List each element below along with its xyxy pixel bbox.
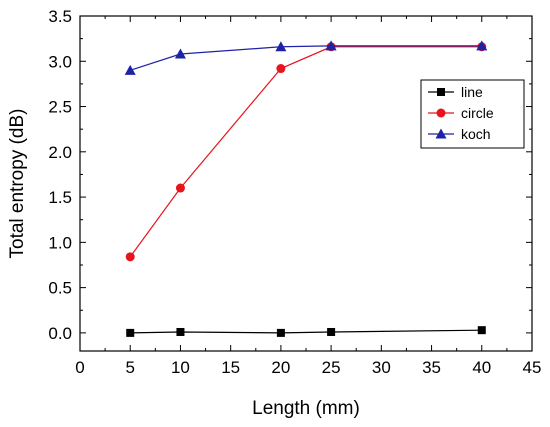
legend-label-line: line <box>461 84 483 100</box>
data-point-koch <box>124 64 136 75</box>
data-point-line <box>126 328 135 337</box>
series-group <box>124 40 488 337</box>
data-point-line <box>176 327 185 336</box>
x-tick-label: 0 <box>75 358 84 377</box>
y-tick-label: 1.0 <box>48 233 72 252</box>
y-tick-label: 0.0 <box>48 324 72 343</box>
data-point-circle <box>276 64 286 74</box>
data-point-koch <box>174 48 186 59</box>
legend-item-koch: koch <box>428 126 491 142</box>
series-circle <box>125 42 487 262</box>
x-tick-label: 45 <box>523 358 542 377</box>
series-koch <box>124 40 488 75</box>
legend-label-koch: koch <box>461 126 491 142</box>
data-point-circle <box>175 183 185 193</box>
axis-group: 0 5 10 15 20 25 30 35 40 45 0.0 0.5 1.0 1.5 2.0 2.5 3.0 3… <box>48 7 541 377</box>
y-tick-label: 2.0 <box>48 143 72 162</box>
legend-item-circle: circle <box>428 105 494 121</box>
x-tick-label: 10 <box>171 358 190 377</box>
x-tick-label: 40 <box>472 358 491 377</box>
legend-item-line: line <box>428 84 483 100</box>
x-tick-label: 5 <box>125 358 134 377</box>
y-tick-label: 3.5 <box>48 7 72 26</box>
legend-marker-circle <box>436 108 446 118</box>
legend-label-circle: circle <box>461 105 494 121</box>
series-line-circle <box>129 46 482 258</box>
plot-frame <box>79 15 533 352</box>
x-tick-label: 25 <box>322 358 341 377</box>
y-axis-title: Total entropy (dB) <box>7 109 28 259</box>
x-tick-label: 35 <box>422 358 441 377</box>
x-axis-title: Length (mm) <box>252 398 360 419</box>
plot-frame-group <box>79 15 533 352</box>
legend-group: line circle koch <box>420 79 525 149</box>
data-point-koch <box>476 40 488 51</box>
legend-marker-koch <box>435 128 447 139</box>
y-tick-label: 0.5 <box>48 279 72 298</box>
y-tick-label: 2.5 <box>48 98 72 117</box>
y-tick-label: 1.5 <box>48 188 72 207</box>
y-tick-label: 3.0 <box>48 52 72 71</box>
data-point-circle <box>125 252 135 262</box>
data-point-line <box>276 328 285 337</box>
series-line <box>126 326 486 337</box>
x-tick-label: 15 <box>221 358 240 377</box>
data-point-koch <box>325 40 337 51</box>
data-point-line <box>477 326 486 335</box>
data-point-koch <box>275 41 287 52</box>
x-tick-label: 20 <box>271 358 290 377</box>
x-tick-label: 30 <box>372 358 391 377</box>
data-point-line <box>327 327 336 336</box>
legend-marker-line <box>437 88 445 96</box>
